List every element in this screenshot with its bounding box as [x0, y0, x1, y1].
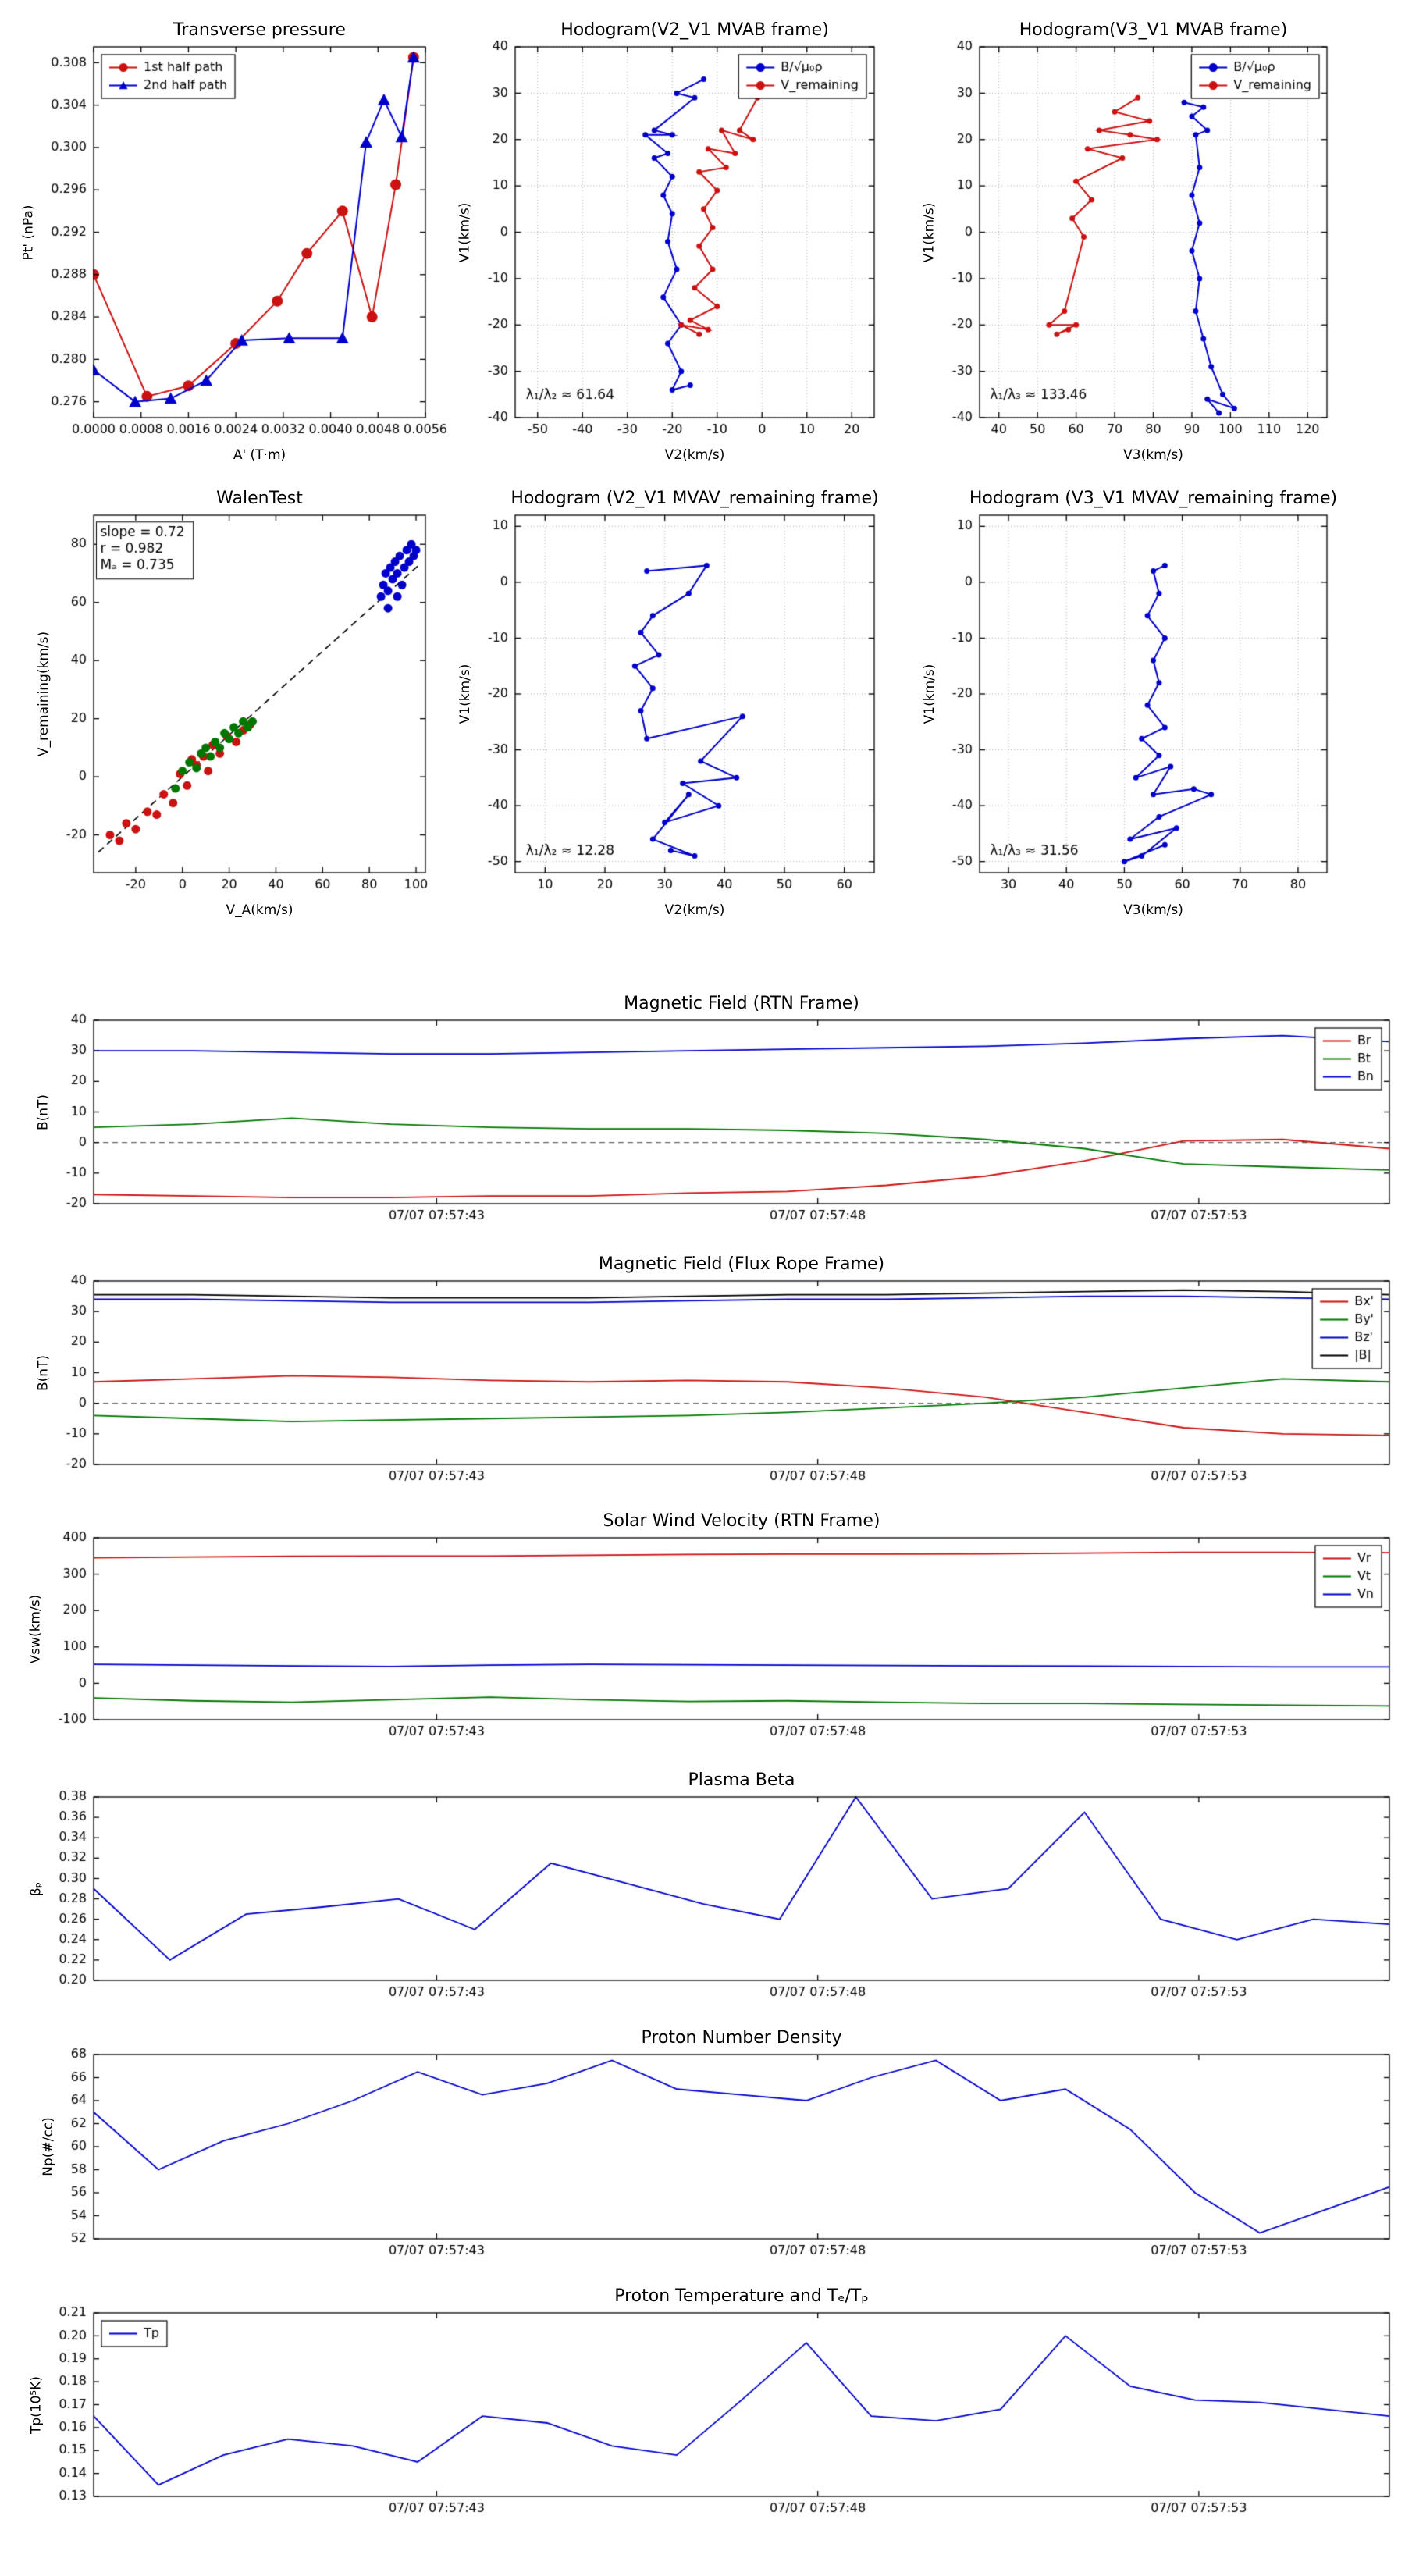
x-axis-label: V_A(km/s) [226, 902, 293, 918]
panel-title: Hodogram(V3_V1 MVAB frame) [1019, 20, 1288, 40]
panel-transverse-pressure: Transverse pressure Pt' (nPa) A' (T·m) [20, 21, 425, 464]
x-axis-label: A' (T·m) [233, 447, 286, 463]
panel-hodogram-v2v1-mvab: Hodogram(V2_V1 MVAB frame) V1(km/s) V2(k… [457, 21, 874, 464]
x-axis-label: V2(km/s) [664, 447, 725, 463]
y-axis-label: V1(km/s) [457, 664, 473, 724]
panel-plasma-beta: Plasma Beta βₚ [28, 1771, 1389, 1980]
panel-title: Transverse pressure [173, 20, 346, 40]
panel-hodogram-v3v1-mvab: Hodogram(V3_V1 MVAB frame) V1(km/s) V3(k… [922, 21, 1327, 464]
panel-title: Proton Temperature and Tₑ/Tₚ [614, 2286, 869, 2306]
y-axis-label: Np(#/cc) [40, 2117, 56, 2176]
y-axis-label: V_remaining(km/s) [35, 631, 52, 757]
panel-title: Plasma Beta [688, 1770, 795, 1790]
x-axis-label: V3(km/s) [1123, 902, 1183, 918]
panel-title: Solar Wind Velocity (RTN Frame) [603, 1511, 880, 1531]
x-axis-label: V2(km/s) [664, 902, 725, 918]
y-axis-label: B(nT) [35, 1354, 52, 1391]
x-axis-label: V3(km/s) [1123, 447, 1183, 463]
panel-hodogram-v2v1-mvav: Hodogram (V2_V1 MVAV_remaining frame) V1… [457, 489, 879, 919]
panel-title: Magnetic Field (RTN Frame) [624, 994, 859, 1013]
y-axis-label: Tp(10⁵K) [28, 2375, 44, 2434]
panel-proton-number-density: Proton Number Density Np(#/cc) [41, 2029, 1389, 2239]
panel-magnetic-field-rtn: Magnetic Field (RTN Frame) B(nT) [36, 994, 1389, 1204]
panel-title: Proton Number Density [641, 2028, 842, 2048]
y-axis-label: B(nT) [35, 1094, 52, 1130]
panel-magnetic-field-flux-rope: Magnetic Field (Flux Rope Frame) B(nT) [36, 1255, 1389, 1464]
y-axis-label: V1(km/s) [921, 202, 937, 262]
y-axis-label: Vsw(km/s) [27, 1594, 44, 1663]
panel-hodogram-v3v1-mvav: Hodogram (V3_V1 MVAV_remaining frame) V1… [922, 489, 1337, 919]
panel-title: Hodogram (V2_V1 MVAV_remaining frame) [510, 489, 879, 508]
panel-title: WalenTest [216, 489, 303, 508]
panel-walen-test: WalenTest V_remaining(km/s) V_A(km/s) [36, 489, 425, 919]
y-axis-label: V1(km/s) [457, 202, 473, 262]
panel-title: Hodogram (V3_V1 MVAV_remaining frame) [969, 489, 1338, 508]
panel-solar-wind-velocity: Solar Wind Velocity (RTN Frame) Vsw(km/s… [28, 1512, 1389, 1720]
y-axis-label: Pt' (nPa) [20, 205, 37, 260]
panel-title: Hodogram(V2_V1 MVAB frame) [560, 20, 829, 40]
y-axis-label: V1(km/s) [921, 664, 937, 724]
y-axis-label: βₚ [28, 1881, 44, 1896]
panel-proton-temperature: Proton Temperature and Tₑ/Tₚ Tp(10⁵K) [28, 2287, 1389, 2496]
panel-title: Magnetic Field (Flux Rope Frame) [598, 1254, 885, 1274]
